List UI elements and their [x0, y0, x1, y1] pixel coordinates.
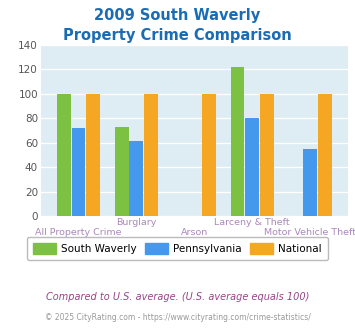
Bar	[130, 141, 143, 216]
Text: Arson: Arson	[181, 228, 208, 237]
Text: Property Crime Comparison: Property Crime Comparison	[63, 28, 292, 43]
Bar	[202, 94, 216, 216]
Text: Compared to U.S. average. (U.S. average equals 100): Compared to U.S. average. (U.S. average …	[46, 292, 309, 302]
Text: Larceny & Theft: Larceny & Theft	[214, 218, 290, 227]
Bar	[86, 94, 100, 216]
Bar	[318, 94, 332, 216]
Bar	[260, 94, 274, 216]
Bar	[231, 67, 245, 216]
Bar	[144, 94, 158, 216]
Text: © 2025 CityRating.com - https://www.cityrating.com/crime-statistics/: © 2025 CityRating.com - https://www.city…	[45, 313, 310, 322]
Text: All Property Crime: All Property Crime	[35, 228, 122, 237]
Bar	[72, 128, 86, 216]
Bar	[57, 94, 71, 216]
Bar	[303, 149, 317, 216]
Text: Burglary: Burglary	[116, 218, 157, 227]
Legend: South Waverly, Pennsylvania, National: South Waverly, Pennsylvania, National	[27, 237, 328, 260]
Text: Motor Vehicle Theft: Motor Vehicle Theft	[264, 228, 355, 237]
Bar	[115, 127, 129, 216]
Bar	[245, 118, 259, 216]
Text: 2009 South Waverly: 2009 South Waverly	[94, 8, 261, 23]
